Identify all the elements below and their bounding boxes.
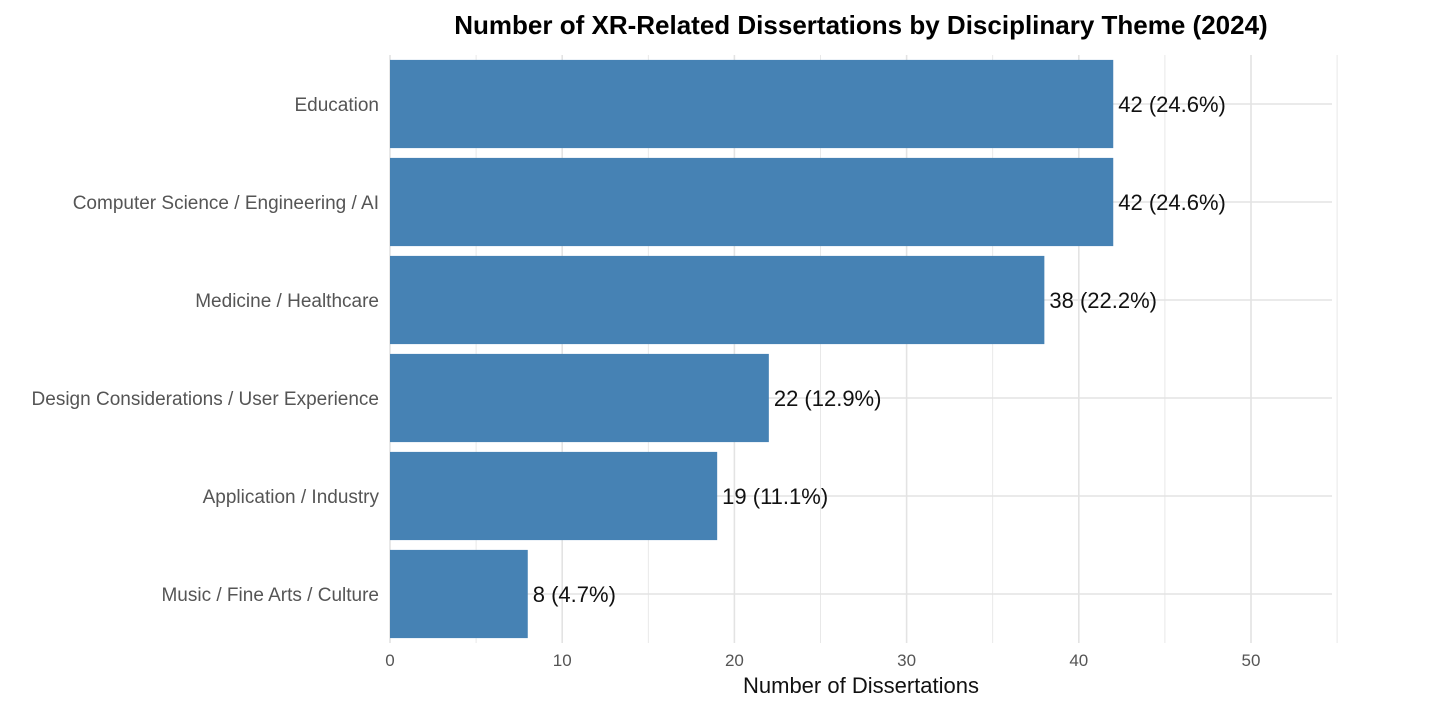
bar [390, 59, 1114, 149]
bar-layer [390, 59, 1114, 639]
x-axis-title: Number of Dissertations [743, 673, 979, 698]
data-label: 22 (12.9%) [774, 386, 882, 411]
category-label: Music / Fine Arts / Culture [161, 585, 379, 606]
bar [390, 255, 1045, 345]
x-tick-label: 10 [553, 651, 572, 670]
category-label: Medicine / Healthcare [195, 291, 379, 312]
data-label: 42 (24.6%) [1118, 190, 1226, 215]
x-tick-label: 40 [1069, 651, 1088, 670]
bar [390, 157, 1114, 247]
x-tick-label: 20 [725, 651, 744, 670]
label-layer: Education 42 (24.6%) Computer Science / En… [32, 92, 1261, 670]
category-label: Education [294, 95, 379, 116]
x-tick-label: 50 [1242, 651, 1261, 670]
category-label: Application / Industry [203, 487, 380, 508]
chart-title: Number of XR-Related Dissertations by Di… [454, 10, 1268, 40]
category-label: Design Considerations / User Experience [32, 389, 379, 410]
bar [390, 353, 769, 443]
x-tick-label: 0 [385, 651, 394, 670]
data-label: 42 (24.6%) [1118, 92, 1226, 117]
data-label: 8 (4.7%) [533, 582, 616, 607]
data-label: 38 (22.2%) [1049, 288, 1157, 313]
category-label: Computer Science / Engineering / AI [73, 193, 379, 214]
bar [390, 451, 718, 541]
data-label: 19 (11.1%) [722, 484, 828, 509]
x-tick-label: 30 [897, 651, 916, 670]
bar [390, 549, 528, 639]
